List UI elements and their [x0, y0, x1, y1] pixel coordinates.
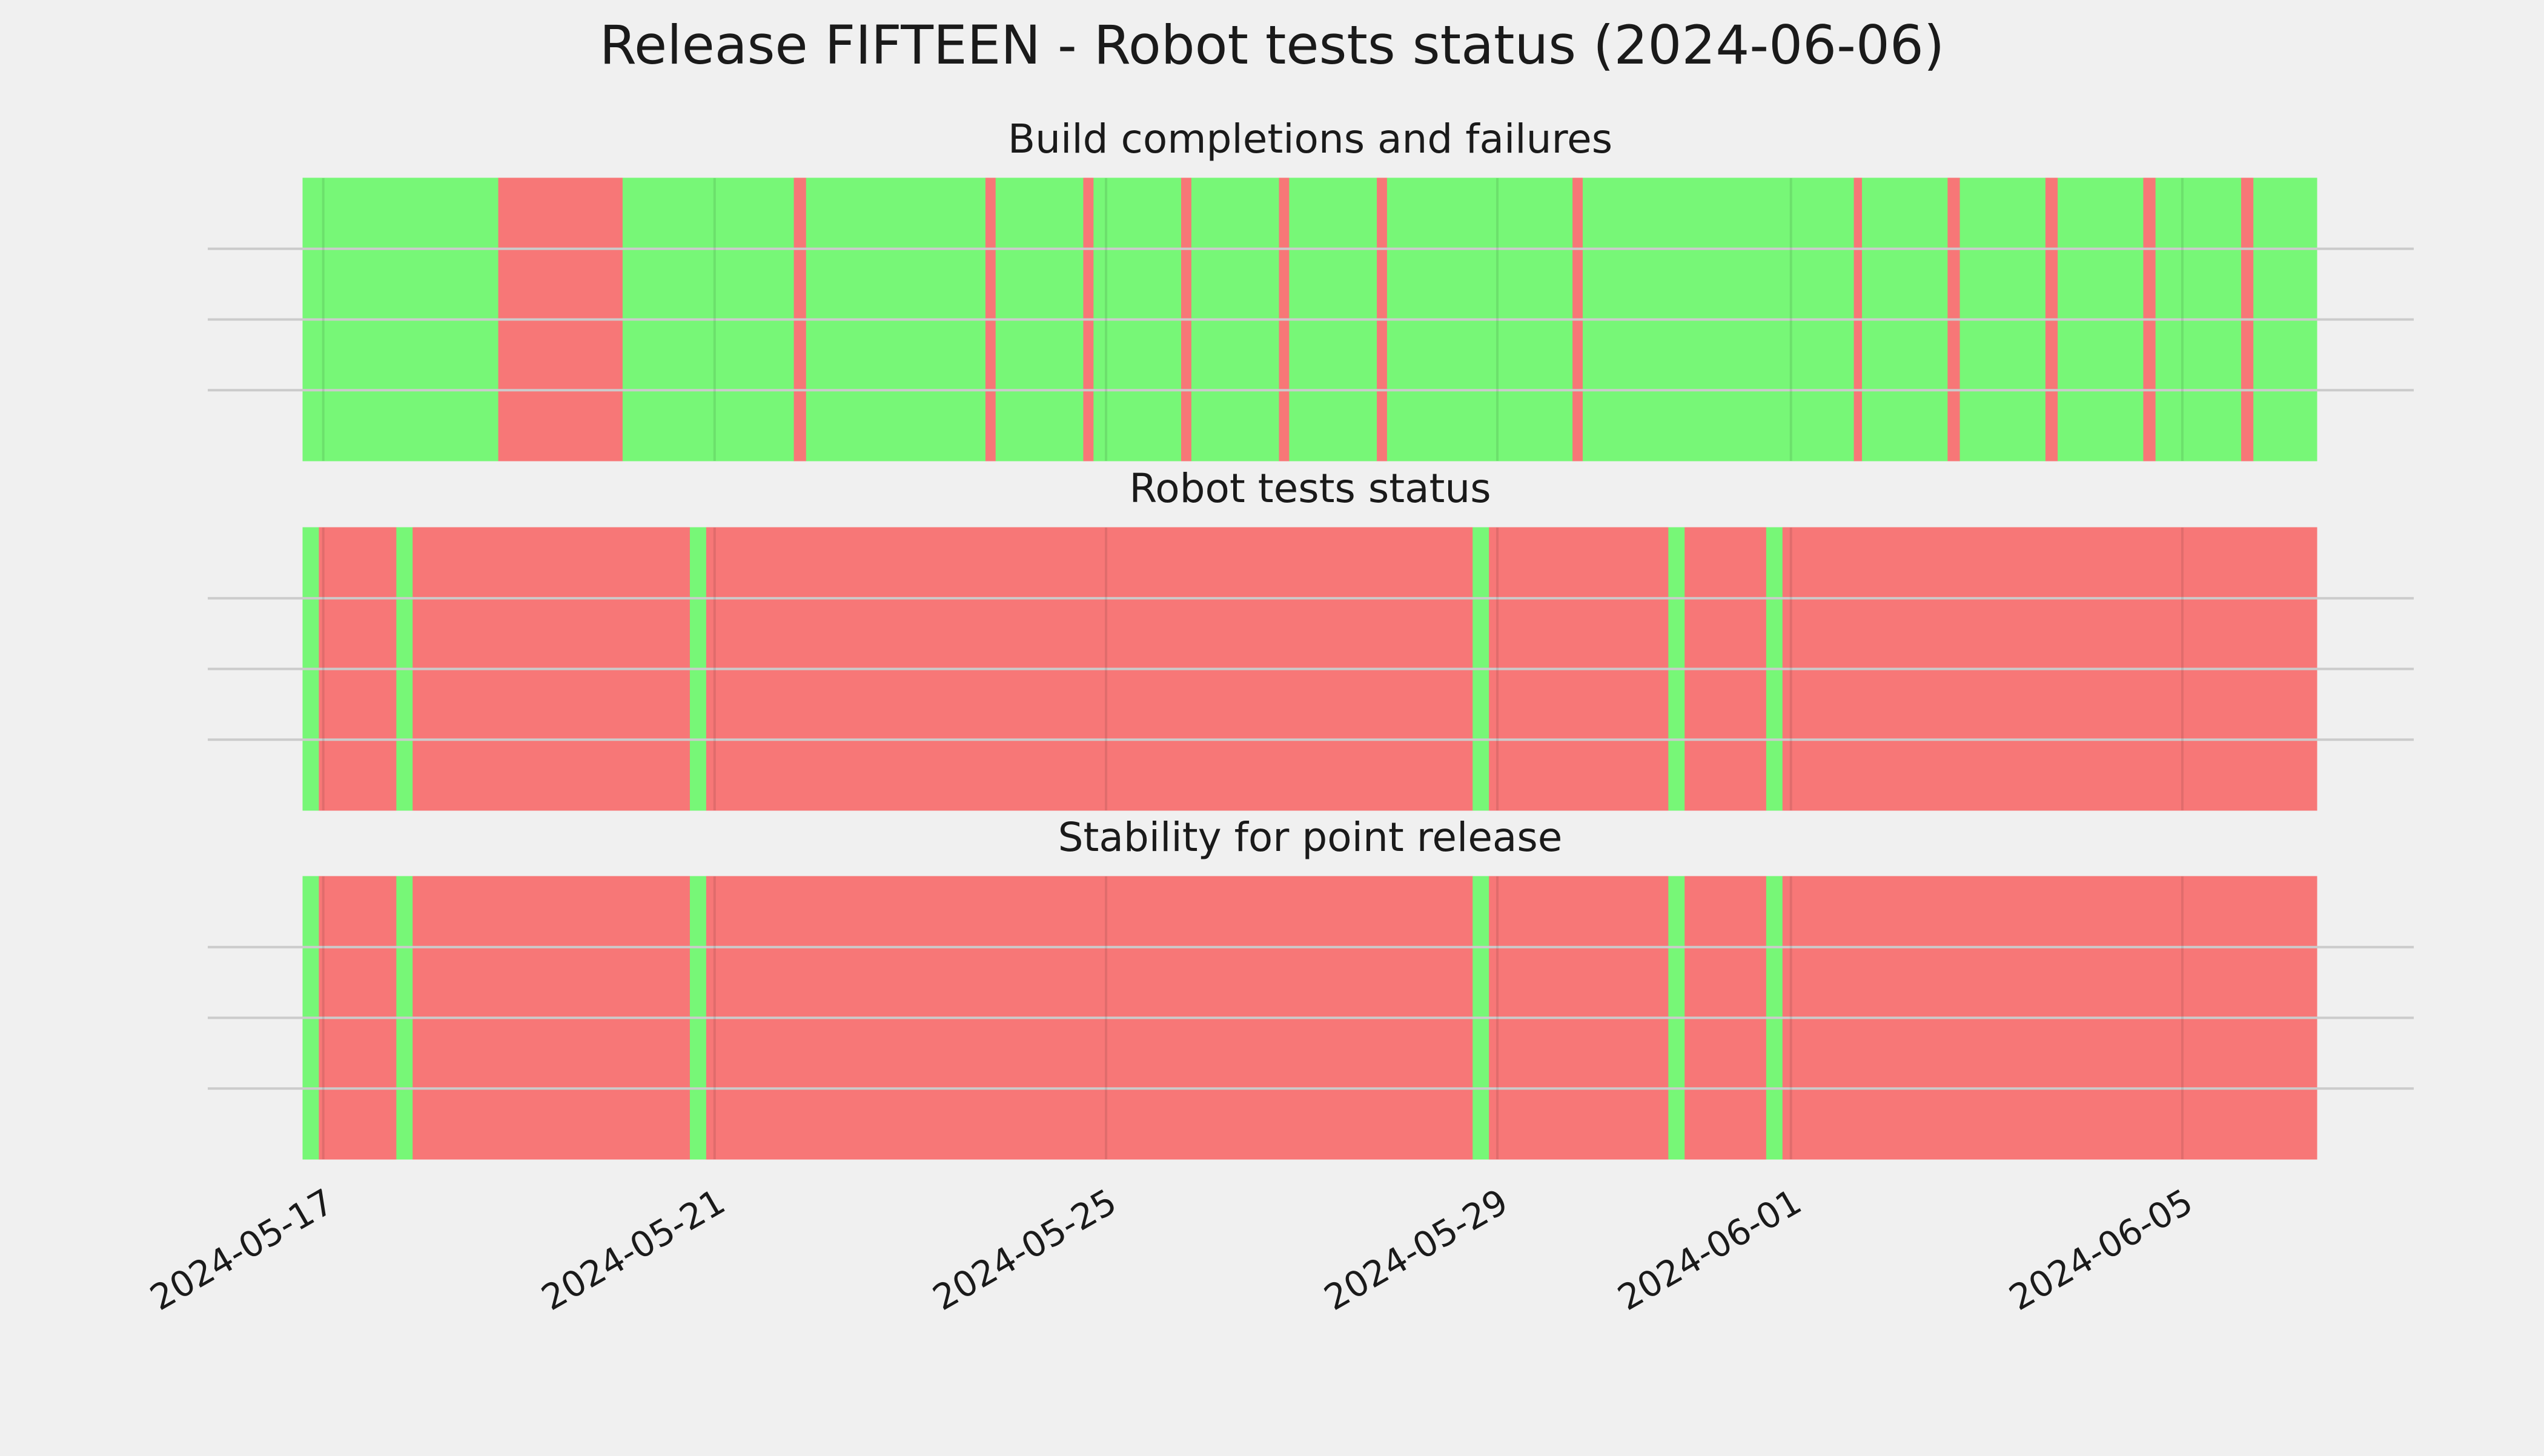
x-tick-label: 2024-05-29 [1317, 1181, 1515, 1319]
figure-title: Release FIFTEEN - Robot tests status (20… [600, 14, 1944, 76]
x-tick-label: 2024-06-05 [2002, 1181, 2200, 1319]
x-tick-label: 2024-05-17 [143, 1181, 340, 1319]
x-tick-label: 2024-05-25 [926, 1181, 1124, 1319]
panel-title: Robot tests status [1129, 465, 1491, 512]
x-tick-label: 2024-06-01 [1611, 1181, 1808, 1319]
x-tick-label: 2024-05-21 [534, 1181, 732, 1319]
panel-title: Build completions and failures [1008, 116, 1612, 162]
panel-title: Stability for point release [1058, 814, 1563, 861]
